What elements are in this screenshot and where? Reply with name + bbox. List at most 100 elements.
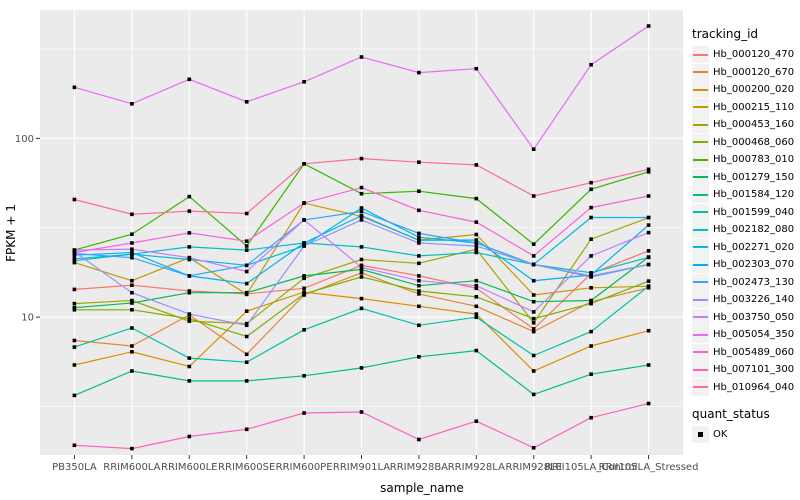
data-point xyxy=(130,298,134,303)
x-tick-label: PB350LA xyxy=(52,462,97,473)
data-point xyxy=(302,218,306,222)
legend-key-swatch xyxy=(692,133,709,151)
data-point xyxy=(244,211,249,216)
data-point xyxy=(130,344,134,348)
data-point xyxy=(359,245,364,249)
data-point xyxy=(72,85,77,90)
data-point xyxy=(589,271,593,275)
data-point xyxy=(244,360,249,364)
data-point xyxy=(187,231,192,235)
data-point xyxy=(531,147,536,151)
data-point xyxy=(302,276,306,281)
legend-item-Hb_000215_110: Hb_000215_110 xyxy=(692,98,798,117)
data-point xyxy=(72,345,77,349)
legend-line-sample-icon xyxy=(693,211,708,214)
data-point xyxy=(589,415,593,420)
legend-line-sample-icon xyxy=(693,158,708,161)
legend-item-Hb_000200_020: Hb_000200_020 xyxy=(692,81,798,99)
legend-item-label: Hb_002303_070 xyxy=(713,259,795,271)
data-point xyxy=(531,254,536,258)
data-point xyxy=(646,215,651,220)
data-point xyxy=(359,257,364,262)
data-point xyxy=(72,301,77,306)
data-point xyxy=(359,366,364,370)
legend-item-label: Hb_001279_150 xyxy=(713,171,795,183)
data-point xyxy=(589,215,593,220)
legend-item-Hb_001584_120: Hb_001584_120 xyxy=(692,186,798,204)
legend-title-quant-status: quant_status xyxy=(692,407,770,421)
legend-item-Hb_000468_060: Hb_000468_060 xyxy=(692,133,798,152)
data-point xyxy=(72,250,77,255)
data-point xyxy=(474,241,479,245)
x-tick-label: RRIM901LA xyxy=(333,462,390,473)
legend-item-label: Hb_003750_050 xyxy=(713,311,795,323)
data-point xyxy=(417,160,421,164)
data-point xyxy=(417,208,421,213)
data-point xyxy=(646,24,651,28)
data-point xyxy=(474,238,479,242)
legend-line-sample-icon xyxy=(693,386,708,389)
data-point xyxy=(646,255,651,260)
legend-key-swatch xyxy=(692,291,709,309)
legend-item-label: Hb_001584_120 xyxy=(713,189,795,201)
x-axis-title: sample_name xyxy=(380,481,464,495)
x-tick-label: RRIM600LE xyxy=(161,462,217,473)
data-point xyxy=(474,348,479,353)
data-point xyxy=(474,232,479,237)
legend-key-swatch xyxy=(692,221,709,239)
data-point xyxy=(244,427,249,432)
data-point xyxy=(359,267,364,272)
legend-item-Hb_000120_670: Hb_000120_670 xyxy=(692,63,798,82)
legend-entries: Hb_000120_470 Hb_000120_670 Hb_000200_020 H… xyxy=(692,46,798,396)
x-tick-label: RRIM600LA xyxy=(103,462,160,473)
data-point xyxy=(244,263,249,268)
data-point xyxy=(417,189,421,193)
legend-key-swatch xyxy=(692,361,709,379)
data-point xyxy=(359,263,364,268)
x-tick-label: RRII105LA_Stressed xyxy=(599,462,699,473)
data-point xyxy=(244,309,249,313)
legend-item-label: Hb_005054_350 xyxy=(713,329,795,341)
data-point xyxy=(531,327,536,331)
data-point xyxy=(589,187,593,192)
data-point xyxy=(646,328,651,333)
data-point xyxy=(417,238,421,243)
data-point xyxy=(417,355,421,359)
data-point xyxy=(531,299,536,304)
legend-key-swatch xyxy=(692,98,709,116)
data-point xyxy=(474,278,479,283)
x-tick-label: RRIM600SE xyxy=(218,462,275,473)
legend-key-swatch xyxy=(692,63,709,81)
data-point xyxy=(646,401,651,406)
data-point xyxy=(474,419,479,423)
data-point xyxy=(646,249,651,253)
data-point xyxy=(359,213,364,218)
data-point xyxy=(531,242,536,246)
data-point xyxy=(417,283,421,288)
data-point xyxy=(302,292,306,296)
quant-status-block: quant_status OK xyxy=(692,406,798,444)
data-point xyxy=(417,231,421,236)
data-point xyxy=(646,363,651,367)
data-point xyxy=(531,293,536,297)
data-point xyxy=(589,298,593,303)
data-point xyxy=(417,323,421,328)
legend-line-sample-icon xyxy=(693,246,708,249)
legend-line-sample-icon xyxy=(693,71,708,74)
legend-key-swatch xyxy=(692,151,709,169)
legend-item-Hb_005489_060: Hb_005489_060 xyxy=(692,343,798,362)
legend-item-Hb_010964_040: Hb_010964_040 xyxy=(692,378,798,397)
data-point xyxy=(302,162,306,166)
data-point xyxy=(531,446,536,450)
data-point xyxy=(646,223,651,227)
data-point xyxy=(359,185,364,190)
quant-status-label: OK xyxy=(713,429,728,441)
data-point xyxy=(474,250,479,255)
legend-line-sample-icon xyxy=(693,298,708,301)
legend-item-label: Hb_002473_130 xyxy=(713,276,795,288)
data-point xyxy=(72,248,77,252)
data-point xyxy=(417,292,421,296)
data-point xyxy=(417,254,421,258)
y-axis-title: FPKM + 1 xyxy=(4,204,18,262)
